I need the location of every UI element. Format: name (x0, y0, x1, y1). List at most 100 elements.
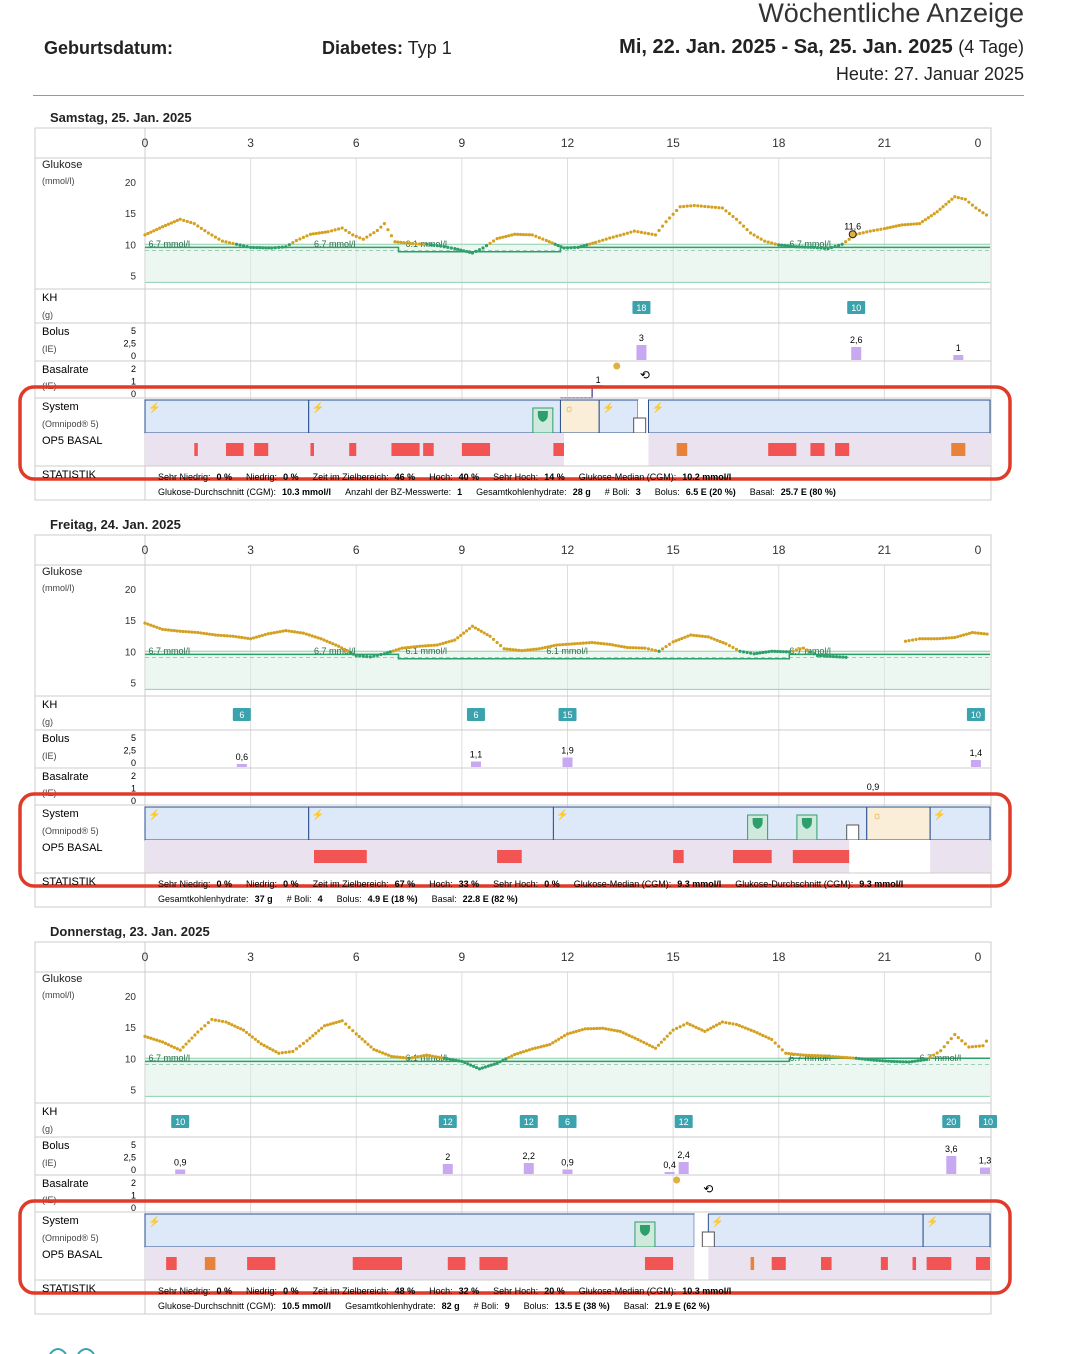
glucose-reading (909, 222, 913, 226)
glucose-reading (463, 1061, 467, 1065)
glucose-reading (886, 1059, 891, 1063)
op5-suspend-block (310, 443, 314, 456)
glucose-reading (668, 216, 672, 220)
glucose-reading (466, 1062, 470, 1066)
glucose-reading (803, 245, 807, 249)
glucose-reading (630, 1035, 634, 1039)
glucose-reading (546, 645, 550, 649)
glucose-reading (559, 245, 563, 249)
stat-label: # Boli: (605, 487, 630, 497)
glucose-reading (568, 1031, 573, 1035)
glucose-reading (430, 1054, 435, 1058)
bolus-bar (851, 347, 862, 360)
hour-tick-label: 12 (561, 543, 575, 557)
glucose-reading (340, 226, 344, 230)
glucose-reading (552, 644, 556, 648)
bg-meter-reading (848, 230, 857, 239)
glucose-reading (749, 1028, 753, 1032)
glucose-reading (184, 630, 188, 634)
glucose-reading (721, 641, 725, 645)
glucose-reading (907, 639, 911, 643)
bolus-axis-tick: 5 (131, 326, 136, 336)
glucose-reading (784, 650, 788, 654)
stat-value: 10.3 mmol/l (282, 487, 331, 497)
glucose-reading (397, 647, 401, 651)
stat-label: Zeit im Zielbereich: (313, 879, 389, 889)
carb-badge (674, 1115, 693, 1128)
bolus-unit: (IE) (42, 344, 57, 354)
glucose-reading (932, 637, 936, 641)
glucose-reading (287, 243, 291, 247)
glucose-reading (915, 222, 919, 226)
glucose-reading (428, 243, 432, 247)
glucose-reading (605, 642, 609, 646)
glucose-reading (844, 240, 848, 244)
carb-badge (558, 1115, 577, 1128)
glucose-reading (746, 1027, 750, 1031)
glucose-reading (166, 628, 171, 632)
stat-value: 10.3 mmol/l (682, 1286, 731, 1296)
op5-suspend-block (247, 1257, 276, 1270)
date-range: Mi, 22. Jan. 2025 - Sa, 25. Jan. 2025 (4… (619, 36, 1024, 59)
stat-label: Glukose-Median (CGM): (579, 1286, 677, 1296)
glucose-reading (419, 1054, 423, 1058)
glucose-reading (354, 654, 358, 658)
basal-label: Basalrate (42, 771, 88, 783)
glucose-reading (213, 1018, 218, 1022)
day-title: Freitag, 24. Jan. 2025 (50, 517, 181, 532)
glucose-reading (507, 234, 511, 238)
op5-max-block (951, 443, 966, 456)
glucose-reading (507, 1055, 511, 1060)
glucose-reading (163, 1041, 168, 1045)
glucose-reading (601, 238, 605, 242)
glucose-reading (418, 242, 422, 246)
glucose-reading (837, 243, 841, 247)
glucose-reading (787, 1051, 791, 1056)
system-unit: (Omnipod® 5) (42, 826, 99, 836)
glucose-axis-tick: 10 (125, 1054, 137, 1065)
glucose-reading (787, 650, 791, 654)
glucose-reading (435, 643, 439, 647)
stat-label: # Boli: (474, 1301, 499, 1311)
glucose-reading (402, 241, 406, 245)
glucose-reading (504, 1057, 508, 1061)
glucose-reading (923, 218, 928, 222)
glucose-reading (441, 641, 445, 645)
glucose-reading (727, 212, 732, 216)
glucose-reading (770, 1037, 774, 1042)
glucose-reading (354, 1032, 358, 1036)
glucose-reading (791, 649, 795, 653)
brand-logo (49, 1348, 95, 1354)
glucose-axis-tick: 15 (125, 209, 137, 220)
glucose-reading (331, 1021, 335, 1025)
automated-mode-icon: ⚡ (312, 401, 324, 414)
glucose-reading (337, 227, 341, 231)
glucose-reading (758, 1032, 762, 1036)
glucose-reading (521, 232, 526, 237)
glucose-reading (646, 647, 651, 651)
target-range-band (145, 1058, 990, 1097)
glucose-reading (738, 649, 742, 653)
stat-label: Sehr Hoch: (493, 472, 538, 482)
report-title: Wöchentliche Anzeige (758, 0, 1024, 28)
glucose-reading (502, 647, 506, 651)
glucose-axis-tick: 10 (125, 240, 137, 251)
glucose-reading (615, 234, 619, 238)
glucose-reading (225, 634, 229, 638)
hour-tick-label: 9 (459, 543, 466, 557)
glucose-reading (571, 1030, 575, 1034)
system-mode-segment (866, 806, 931, 841)
glucose-unit: (mmol/l) (42, 176, 75, 186)
bolus-value: 2 (445, 1152, 450, 1162)
bolus-axis-tick: 0 (131, 758, 136, 768)
carbs-unit: (g) (42, 310, 53, 320)
glucose-reading (551, 1041, 555, 1045)
glucose-reading (773, 649, 777, 653)
glucose-reading (264, 246, 268, 250)
glucose-reading (291, 240, 295, 245)
glucose-reading (233, 1024, 237, 1028)
stat-value: 48 % (395, 1286, 416, 1296)
glucose-reading (196, 224, 200, 228)
glucose-reading (368, 233, 372, 237)
glucose-reading (344, 1022, 348, 1026)
